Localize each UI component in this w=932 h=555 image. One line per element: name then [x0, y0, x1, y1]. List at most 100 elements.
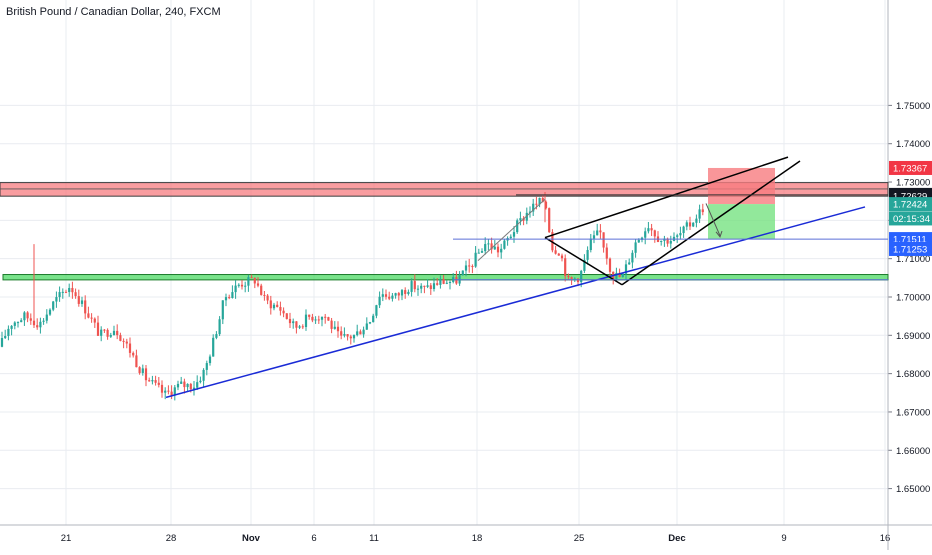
candle-body: [509, 236, 512, 239]
candle-body: [157, 382, 160, 385]
candle-body: [77, 296, 80, 304]
candle-body: [493, 246, 496, 250]
candle-body: [138, 367, 141, 373]
candle-body: [13, 322, 16, 326]
candle-body: [183, 381, 186, 388]
candle-body: [282, 310, 285, 314]
candle-body: [189, 383, 192, 390]
candle-body: [42, 320, 45, 322]
candle-body: [263, 294, 266, 296]
candle-body: [666, 238, 669, 244]
candle-body: [688, 222, 692, 227]
candle-body: [164, 390, 167, 393]
candle-body: [269, 300, 272, 309]
price-label-text: 1.73367: [893, 163, 927, 174]
candle-body: [404, 290, 407, 294]
candle-body: [487, 243, 490, 245]
candle-body: [84, 300, 87, 314]
candle-body: [346, 334, 349, 337]
candle-body: [352, 335, 356, 339]
candle-body: [186, 383, 189, 388]
candle-body: [61, 291, 64, 293]
price-label-box: [889, 241, 932, 256]
y-tick-label: 1.65000: [896, 484, 930, 495]
candle-body: [221, 300, 224, 320]
price-label-text: 1.71511: [893, 235, 927, 246]
candle-body: [423, 285, 426, 287]
candle-body: [503, 240, 506, 249]
candle-body: [541, 197, 544, 202]
candle-body: [173, 387, 176, 396]
candle-body: [80, 300, 84, 304]
candle-body: [480, 251, 484, 253]
x-tick-label: 28: [166, 533, 177, 544]
candle-body: [215, 334, 218, 338]
candle-body: [538, 197, 541, 205]
projection-line-1: [477, 198, 546, 261]
candle-body: [532, 203, 535, 212]
candle-body: [250, 277, 253, 279]
candle-body: [71, 287, 74, 293]
candle-body: [356, 331, 359, 336]
candle-body: [122, 340, 125, 342]
x-tick-label: Dec: [668, 533, 685, 544]
candle-body: [304, 314, 308, 328]
candle-body: [336, 326, 340, 332]
candle-body: [0, 338, 4, 347]
candle-body: [416, 288, 420, 290]
candle-body: [170, 391, 173, 396]
candle-body: [362, 329, 365, 335]
candle-body: [420, 285, 423, 289]
wedge-lower-line: [621, 160, 801, 286]
y-tick-label: 1.74000: [896, 139, 930, 150]
candle-body: [167, 390, 170, 392]
candle-body: [650, 228, 653, 231]
candle-body: [426, 285, 429, 287]
y-tick-label: 1.68000: [896, 369, 930, 380]
candle-body: [202, 369, 205, 381]
candle-body: [384, 294, 388, 297]
candle-body: [4, 335, 7, 339]
candle-body: [474, 252, 477, 267]
candle-body: [663, 238, 666, 241]
candle-body: [228, 297, 231, 299]
candle-body: [676, 235, 679, 237]
candle-body: [564, 258, 567, 276]
candle-body: [471, 266, 474, 268]
candle-body: [340, 331, 343, 336]
candle-body: [180, 381, 183, 384]
candle-body: [272, 304, 276, 309]
candle-body: [407, 291, 410, 294]
candle-body: [679, 233, 682, 236]
candle-body: [39, 321, 42, 328]
candle-body: [96, 322, 100, 336]
candle-body: [368, 322, 372, 324]
candle-body: [653, 230, 656, 237]
candle-body: [512, 232, 516, 237]
x-tick-label: 9: [781, 533, 786, 544]
candles: [0, 195, 704, 401]
candle-body: [525, 212, 528, 221]
candle-body: [557, 253, 560, 256]
price-label-text: 1.71253: [893, 244, 927, 255]
candle-body: [391, 295, 394, 299]
y-tick-label: 1.70000: [896, 292, 930, 303]
candle-body: [461, 270, 464, 276]
candle-body: [23, 312, 26, 321]
candle-body: [580, 270, 583, 283]
candle-body: [279, 306, 282, 311]
y-tick-label: 1.69000: [896, 331, 930, 342]
candle-body: [10, 325, 13, 329]
candle-body: [442, 279, 445, 284]
candle-body: [455, 277, 458, 284]
candle-body: [516, 220, 519, 233]
candle-body: [637, 239, 640, 243]
candle-body: [196, 382, 199, 388]
candle-body: [624, 264, 628, 274]
price-label-text: 1.72424: [893, 200, 927, 211]
candle-body: [112, 330, 116, 336]
candle-body: [231, 292, 234, 299]
candle-body: [621, 273, 624, 278]
